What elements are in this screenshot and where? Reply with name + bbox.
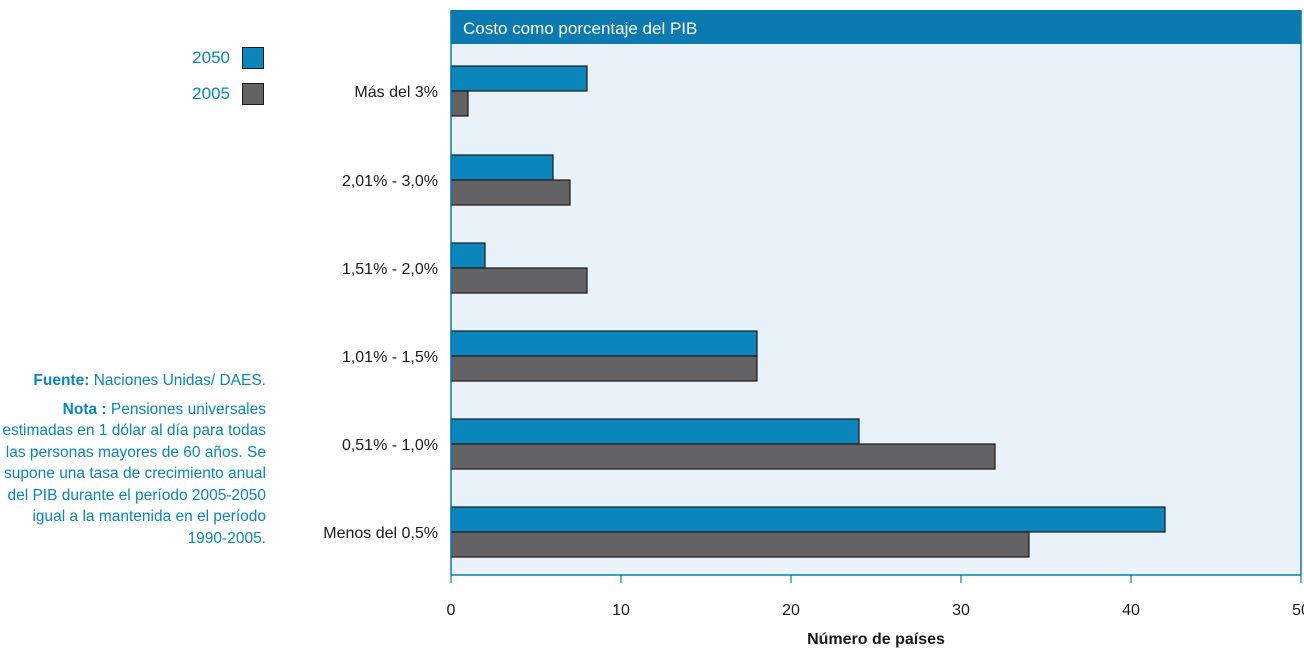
bar-2050-2 (450, 242, 486, 269)
category-label: 0,51% - 1,0% (342, 437, 438, 454)
bar-2050-1 (450, 154, 554, 181)
note-label: Nota : (62, 400, 107, 418)
bar-2050-0 (450, 65, 588, 92)
category-label: Más del 3% (354, 84, 438, 101)
x-tick-label: 50 (1292, 602, 1304, 619)
legend-swatch-2050 (242, 47, 264, 69)
x-tick-label: 10 (612, 602, 630, 619)
plot-area (451, 10, 1301, 575)
legend-item-2005: 2005 (150, 78, 270, 106)
category-label: 2,01% - 3,0% (342, 173, 438, 190)
chart-title: Costo como porcentaje del PIB (463, 19, 697, 38)
bar-2005-5 (450, 531, 1030, 558)
source-label: Fuente: (33, 372, 90, 389)
x-tick-label: 40 (1122, 602, 1140, 619)
title-bar (451, 10, 1301, 44)
bar-2005-4 (450, 443, 996, 470)
x-tick-label: 20 (782, 602, 800, 619)
bar-2005-0 (450, 90, 469, 117)
category-label: 1,01% - 1,5% (342, 349, 438, 366)
category-label: 1,51% - 2,0% (342, 261, 438, 278)
legend-label-2005: 2005 (192, 84, 230, 103)
source-notes: Fuente: Naciones Unidas/ DAES. Nota : Pe… (0, 370, 266, 556)
bar-2005-3 (450, 355, 758, 382)
bar-2050-5 (450, 506, 1166, 533)
note-text: Pensiones universales estimadas en 1 dól… (2, 400, 266, 547)
note-paragraph: Nota : Pensiones universales estimadas e… (0, 399, 266, 550)
bars-group (450, 65, 1166, 558)
x-tick-label: 30 (952, 602, 970, 619)
axes-group: Más del 3% 2,01% - 3,0% 1,51% - 2,0% 1,01% … (323, 10, 1304, 619)
bar-2005-2 (450, 267, 588, 294)
category-label: Menos del 0,5% (323, 525, 438, 542)
source-paragraph: Fuente: Naciones Unidas/ DAES. (0, 370, 266, 392)
x-tick-label: 0 (447, 602, 456, 619)
bar-2050-4 (450, 418, 860, 445)
bar-2050-3 (450, 330, 758, 357)
legend-item-2050: 2050 (150, 42, 270, 70)
legend-swatch-2005 (242, 83, 264, 105)
x-axis-title: Número de países (807, 631, 945, 648)
legend-label-2050: 2050 (192, 48, 230, 67)
source-text: Naciones Unidas/ DAES. (93, 372, 266, 389)
bar-2005-1 (450, 179, 571, 206)
